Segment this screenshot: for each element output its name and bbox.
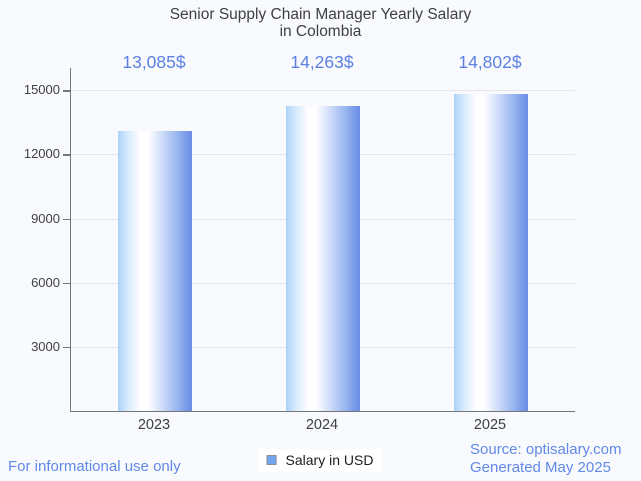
- legend-label: Salary in USD: [285, 452, 374, 468]
- x-tick-label-2024: 2024: [305, 417, 339, 433]
- bar-2023[interactable]: [118, 131, 192, 411]
- plot-area: [70, 68, 575, 412]
- y-tick-label-3000: 3000: [31, 338, 60, 354]
- y-tick-label-9000: 9000: [31, 210, 60, 226]
- legend: Salary in USD: [257, 449, 383, 472]
- y-tick-mark: [63, 346, 70, 349]
- value-label-2024: 14,263$: [290, 52, 354, 72]
- y-tick-mark: [63, 154, 70, 156]
- source-block: Source: optisalary.com Generated May 202…: [470, 441, 621, 476]
- chart-title: Senior Supply Chain Manager Yearly Salar…: [0, 6, 641, 40]
- value-label-2023: 13,085$: [122, 52, 186, 72]
- gridline-15000: [71, 90, 575, 92]
- generated-text: Generated May 2025: [470, 458, 611, 476]
- y-tick-label-6000: 6000: [31, 274, 60, 290]
- x-tick-label-2023: 2023: [137, 417, 171, 433]
- disclaimer-text: For informational use only: [8, 458, 181, 475]
- legend-marker-icon: [266, 455, 277, 465]
- bar-2025[interactable]: [454, 94, 528, 411]
- y-tick-mark: [63, 90, 70, 92]
- value-label-2025: 14,802$: [458, 52, 522, 72]
- source-link[interactable]: Source: optisalary.com: [470, 441, 622, 458]
- y-tick-mark: [63, 218, 70, 221]
- bar-2024[interactable]: [286, 105, 360, 411]
- y-tick-label-15000: 15000: [23, 82, 60, 98]
- x-tick-label-2025: 2025: [473, 417, 507, 433]
- y-tick-mark: [63, 282, 70, 285]
- chart-title-line1: Senior Supply Chain Manager Yearly Salar…: [169, 6, 472, 23]
- y-tick-label-12000: 12000: [23, 146, 60, 162]
- chart-title-line2: in Colombia: [279, 23, 362, 40]
